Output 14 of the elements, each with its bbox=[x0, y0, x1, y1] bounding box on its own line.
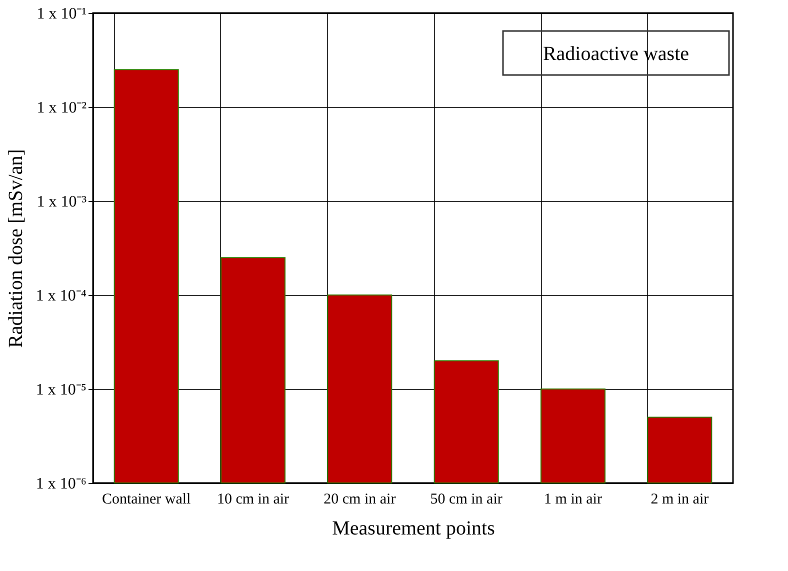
y-tick-label: 1 x 10⁻³ bbox=[36, 194, 87, 210]
y-axis-title: Radiation dose [mSv/an] bbox=[4, 149, 27, 348]
y-tick-label: 1 x 10⁻⁴ bbox=[36, 288, 87, 304]
y-tick-label: 1 x 10⁻⁵ bbox=[36, 382, 86, 398]
y-tick-label: 1 x 10⁻¹ bbox=[36, 6, 87, 22]
x-tick-label: Container wall bbox=[102, 492, 191, 508]
x-tick-label: 20 cm in air bbox=[324, 492, 396, 508]
x-axis-title: Measurement points bbox=[332, 518, 496, 540]
x-tick-label: 1 m in air bbox=[544, 492, 602, 508]
x-tick-label: 10 cm in air bbox=[216, 492, 290, 508]
x-tick-label: 2 m in air bbox=[650, 492, 709, 508]
x-tick-label: 50 cm in air bbox=[430, 492, 502, 508]
y-tick-label: 1 x 10⁻⁶ bbox=[36, 476, 86, 492]
y-tick-label: 1 x 10⁻² bbox=[36, 100, 87, 116]
